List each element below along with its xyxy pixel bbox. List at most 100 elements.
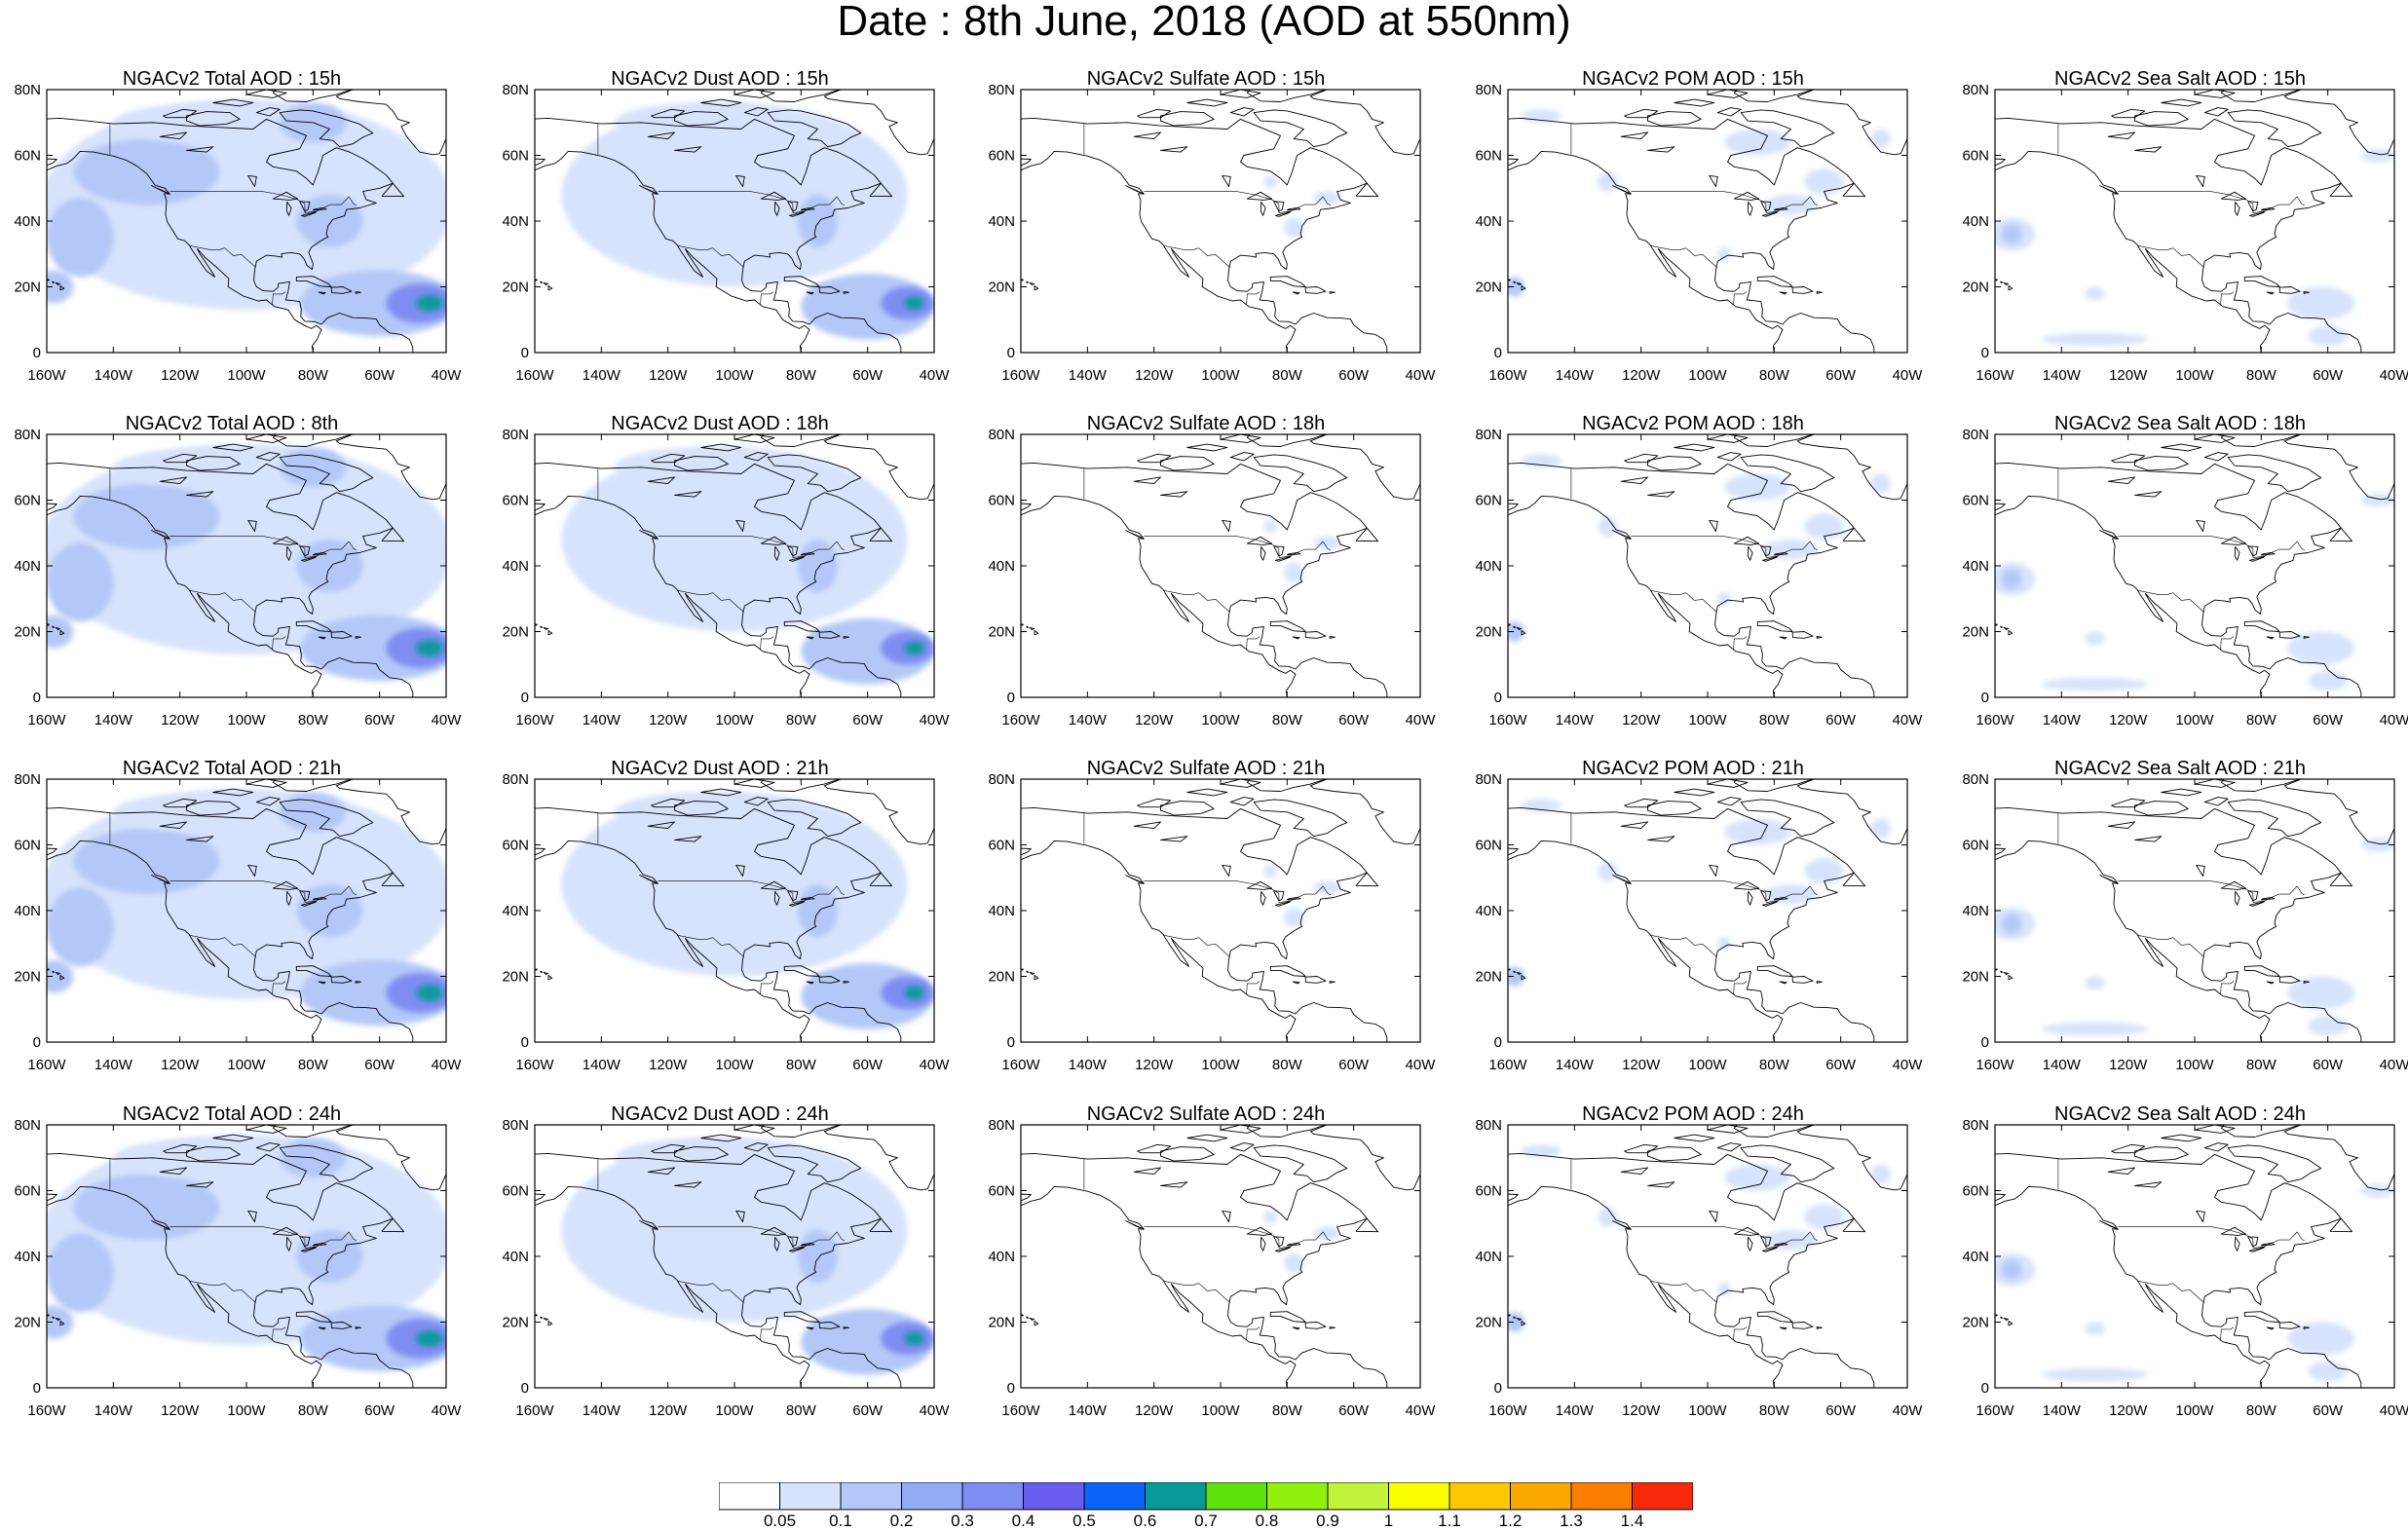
political-border (2137, 590, 2204, 613)
coastline-island (2266, 1326, 2275, 1330)
aerosol-blob (810, 973, 845, 987)
political-border (760, 981, 774, 995)
aerosol-blob (904, 1331, 924, 1346)
aerosol-blob (2287, 286, 2354, 320)
aerosol-blob (1313, 1226, 1340, 1241)
lon-tick-label: 120W (2109, 712, 2148, 728)
aerosol-blob (2001, 569, 2022, 589)
map-panel-seasalt: NGACv2 Sea Salt AOD : 21h 0 20N 40N 60N 80N 16… (1956, 758, 2408, 1089)
lat-tick-label: 80N (1962, 82, 1989, 98)
lat-tick-label: 60N (1962, 493, 1989, 509)
coastline-island (2329, 1217, 2353, 1233)
coastline-greenland (1309, 779, 1420, 845)
political-border (169, 880, 357, 903)
coastline-island (767, 799, 862, 838)
lake-outline (674, 146, 702, 153)
coastline-island (2303, 636, 2310, 639)
coastline-island (1816, 1326, 1823, 1329)
coastline-island (1029, 1317, 1035, 1321)
coastline-island (2220, 434, 2302, 447)
coastline-island (734, 1125, 775, 1134)
lake-outline (788, 556, 806, 562)
aerosol-field (47, 789, 446, 1027)
coastline-island (760, 434, 842, 447)
aerosol-field (561, 1138, 934, 1375)
aerosol-blob (1313, 880, 1340, 895)
coastline-island (783, 620, 820, 632)
lon-tick-label: 140W (1069, 712, 1108, 728)
coastline-greenland (1796, 90, 1907, 156)
coastline-island (651, 453, 686, 464)
lake-outline (285, 201, 292, 216)
coastline-island (255, 797, 281, 806)
coastline-island (2003, 626, 2010, 630)
coastlines (1995, 90, 2394, 353)
colorbar-label: 0.6 (1133, 1512, 1157, 1530)
coastline-island (1304, 286, 1327, 294)
coastline-island (1791, 976, 1814, 984)
lake-outline (2234, 890, 2240, 906)
lat-tick-label: 80N (14, 1117, 41, 1134)
lon-tick-label: 40W (2380, 1057, 2408, 1073)
coastline-island (1355, 1217, 1379, 1233)
lon-tick-label: 60W (1825, 1057, 1857, 1073)
coastline-island (2243, 1311, 2280, 1323)
lake-outline (760, 536, 787, 545)
coastline-island (1304, 631, 1327, 639)
coastline-island (1624, 453, 1659, 464)
coastline-island (1026, 1316, 1030, 1319)
map-panel-sulfate: NGACv2 Sulfate AOD : 15h 0 20N 40N 60N 80N 160… (982, 68, 1436, 399)
political-border (677, 1281, 744, 1303)
coastline-island (1779, 636, 1787, 640)
aerosol-blob (1724, 473, 1791, 501)
panel-title: NGACv2 Total AOD : 15h (122, 68, 342, 90)
coastline-island (1513, 625, 1517, 628)
lon-tick-label: 140W (94, 367, 133, 384)
lake-outline (299, 890, 311, 902)
lake-outline (272, 880, 299, 890)
lon-tick-label: 100W (1201, 712, 1240, 728)
aerosol-blob (2085, 286, 2105, 301)
lake-outline (1747, 201, 1753, 216)
coastline-island (743, 107, 769, 117)
map-plot: 0 20N 40N 60N 80N 160W 140W 120W 100W 80W 60W 40W (988, 427, 1436, 728)
coastline-island (1716, 797, 1742, 806)
political-border (2220, 291, 2235, 306)
political-border (1631, 536, 1818, 558)
political-border (677, 590, 744, 613)
coastline-island (295, 276, 332, 287)
lon-tick-label: 40W (920, 712, 951, 728)
coastline-island (1034, 975, 1039, 981)
coastline-island (1160, 111, 1215, 127)
coastline-island (734, 434, 775, 443)
aerosol-blob (1598, 171, 1618, 192)
panel-title: NGACv2 Total AOD : 8th (125, 413, 339, 434)
colorbar-labels: 0.05 0.1 0.2 0.3 0.4 0.5 0.6 0.7 0.8 0.9 1 1.1 1.2 1.… (719, 1512, 1693, 1531)
map-panel-dust: NGACv2 Dust AOD : 18h 0 20N 40N 60N 80N 160W 14… (496, 413, 950, 744)
coastline-north-america (1995, 806, 2362, 1042)
map-panel-seasalt: NGACv2 Sea Salt AOD : 24h 0 20N 40N 60N 80N 16… (1956, 1103, 2408, 1435)
coastline-island (1513, 970, 1517, 973)
lake-outline (773, 1236, 780, 1251)
coastline-island (2161, 788, 2202, 797)
political-border (677, 935, 744, 957)
lat-tick-label: 80N (14, 82, 41, 98)
coastline-island (52, 1316, 56, 1319)
coastline-island (330, 286, 353, 294)
lake-outline (735, 519, 745, 533)
aerosol-blob (416, 640, 443, 656)
coastline-island (1292, 291, 1300, 295)
coastline-island (2266, 981, 2275, 985)
lon-tick-label: 120W (649, 712, 688, 728)
lon-tick-label: 80W (1759, 712, 1790, 728)
coastline-island (1355, 872, 1379, 887)
lat-tick-label: 0 (521, 1380, 529, 1397)
coastline-island (2008, 630, 2013, 636)
aerosol-blob (2001, 224, 2022, 244)
map-panel-sulfate: NGACv2 Sulfate AOD : 21h 0 20N 40N 60N 80N 160… (982, 758, 1436, 1089)
panel-title: NGACv2 POM AOD : 15h (1582, 68, 1804, 90)
lake-outline (647, 821, 675, 830)
map-panel-dust: NGACv2 Dust AOD : 21h 0 20N 40N 60N 80N 160W 14… (496, 758, 950, 1089)
colorbar-swatch (1083, 1482, 1146, 1511)
lat-tick-label: 20N (14, 1315, 41, 1331)
